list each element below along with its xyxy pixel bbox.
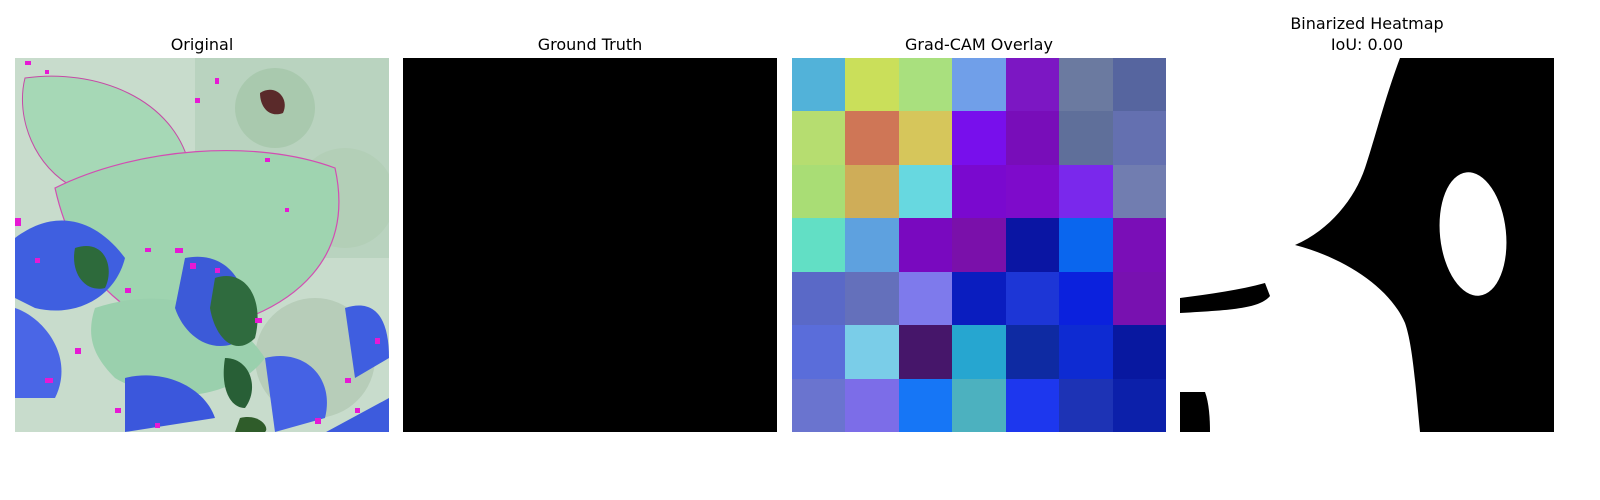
- gradcam-title: Grad-CAM Overlay: [792, 34, 1166, 55]
- gradcam-cell: [1113, 325, 1166, 378]
- original-panel: Original: [15, 0, 389, 440]
- gradcam-cell: [1113, 58, 1166, 111]
- gradcam-cell: [1113, 272, 1166, 325]
- gradcam-cell: [1113, 111, 1166, 164]
- gradcam-cell: [845, 325, 898, 378]
- binarized-panel: Binarized Heatmap IoU: 0.00: [1180, 0, 1554, 440]
- gradcam-cell: [1059, 272, 1112, 325]
- gradcam-cell: [899, 218, 952, 271]
- gradcam-cell: [792, 165, 845, 218]
- gradcam-cell: [792, 325, 845, 378]
- gradcam-cell: [899, 272, 952, 325]
- gradcam-cell: [1059, 111, 1112, 164]
- gradcam-cell: [1006, 272, 1059, 325]
- gradcam-cell: [792, 218, 845, 271]
- gradcam-panel: Grad-CAM Overlay: [792, 0, 1166, 440]
- gradcam-cell: [1006, 379, 1059, 432]
- gradcam-cell: [792, 58, 845, 111]
- leaf-photo: [15, 58, 389, 432]
- ground-truth-title: Ground Truth: [403, 34, 777, 55]
- gradcam-cell: [899, 58, 952, 111]
- gradcam-cell: [792, 272, 845, 325]
- gradcam-cell: [899, 165, 952, 218]
- binarized-mask-shape: [1180, 58, 1554, 432]
- ground-truth-panel: Ground Truth: [403, 0, 777, 440]
- gradcam-cell: [1059, 165, 1112, 218]
- binarized-title: Binarized Heatmap: [1180, 13, 1554, 34]
- gradcam-cell: [952, 379, 1005, 432]
- gradcam-cell: [845, 379, 898, 432]
- gradcam-cell: [1113, 165, 1166, 218]
- gradcam-cell: [845, 218, 898, 271]
- gradcam-cell: [845, 272, 898, 325]
- gradcam-cell: [792, 111, 845, 164]
- gradcam-cell: [1006, 165, 1059, 218]
- gradcam-cell: [1059, 379, 1112, 432]
- gradcam-cell: [1006, 218, 1059, 271]
- gradcam-cell: [899, 379, 952, 432]
- ground-truth-mask: [403, 58, 777, 432]
- gradcam-cell: [1059, 58, 1112, 111]
- gradcam-cell: [952, 111, 1005, 164]
- gradcam-cell: [1006, 58, 1059, 111]
- gradcam-cell: [952, 218, 1005, 271]
- iou-label: IoU: 0.00: [1180, 34, 1554, 55]
- gradcam-cell: [792, 379, 845, 432]
- gradcam-cell: [952, 58, 1005, 111]
- gradcam-cell: [845, 165, 898, 218]
- gradcam-cell: [899, 111, 952, 164]
- gradcam-cell: [899, 325, 952, 378]
- gradcam-cell: [1113, 218, 1166, 271]
- gradcam-cell: [952, 272, 1005, 325]
- gradcam-cell: [1059, 325, 1112, 378]
- gradcam-cell: [1059, 218, 1112, 271]
- gradcam-cell: [952, 325, 1005, 378]
- gradcam-cell: [1006, 325, 1059, 378]
- gradcam-cell: [845, 58, 898, 111]
- gradcam-cell: [845, 111, 898, 164]
- gradcam-cell: [1006, 111, 1059, 164]
- gradcam-heatmap-grid: [792, 58, 1166, 432]
- original-title: Original: [15, 34, 389, 55]
- gradcam-cell: [952, 165, 1005, 218]
- gradcam-cell: [1113, 379, 1166, 432]
- binarized-mask: [1180, 58, 1554, 432]
- original-image: [15, 58, 389, 432]
